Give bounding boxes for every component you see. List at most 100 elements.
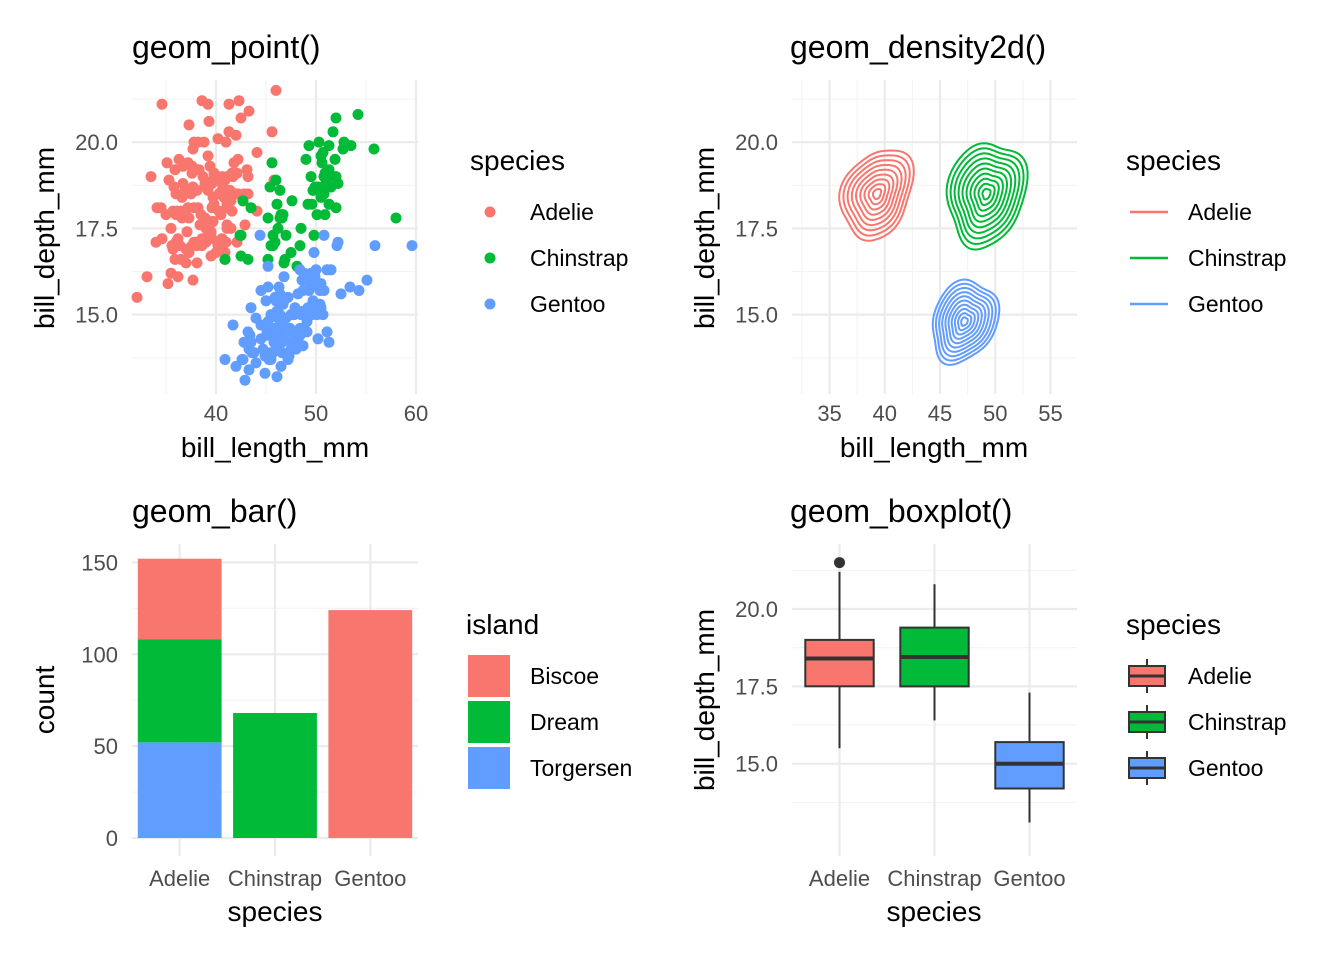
panel-title: geom_density2d()	[790, 29, 1046, 65]
point-adelie	[191, 184, 203, 196]
point-chinstrap	[294, 240, 306, 252]
point-adelie	[242, 171, 254, 183]
x-tick-label: 50	[983, 401, 1007, 426]
legend-title: species	[1126, 609, 1221, 640]
point-gentoo	[250, 312, 262, 324]
point-gentoo	[245, 336, 257, 348]
point-chinstrap	[390, 212, 402, 224]
point-adelie	[203, 115, 215, 127]
point-adelie	[171, 205, 183, 217]
point-adelie	[194, 219, 206, 231]
legend-label: Chinstrap	[530, 245, 628, 271]
point-adelie	[235, 112, 247, 124]
point-adelie	[141, 271, 153, 283]
contour-gentoo	[931, 278, 1001, 366]
y-axis-title: bill_depth_mm	[689, 147, 720, 329]
point-adelie	[202, 98, 214, 110]
legend-key-swatch	[468, 701, 510, 743]
point-chinstrap	[308, 229, 320, 241]
bar-biscoe	[137, 558, 222, 640]
contour-chinstrap	[981, 187, 992, 201]
contour-adelie	[863, 178, 891, 211]
point-adelie	[187, 274, 199, 286]
legend-label: Chinstrap	[1188, 709, 1286, 735]
point-chinstrap	[235, 229, 247, 241]
point-chinstrap	[311, 209, 323, 221]
contour-gentoo	[938, 286, 994, 358]
x-tick-label: 45	[928, 401, 952, 426]
legend-title: species	[470, 145, 565, 176]
point-gentoo	[250, 357, 262, 369]
panel-boxplot: geom_boxplot() Adelie Chinstrap Gentoo 15.0…	[689, 493, 1286, 927]
point-adelie	[266, 126, 278, 138]
point-adelie	[165, 222, 177, 234]
contour-gentoo	[960, 316, 969, 327]
contour-adelie	[867, 183, 887, 206]
panel-point: geom_point() 40 50 60 15.0 17.5 20.0 bill_len…	[29, 29, 628, 463]
x-tick-label: 55	[1038, 401, 1062, 426]
point-gentoo	[227, 319, 239, 331]
legend-label: Gentoo	[530, 291, 605, 317]
legend-key-point	[484, 252, 496, 264]
contour-gentoo	[950, 303, 980, 340]
panel-density: geom_density2d() 35 40 45 50 5515.017.520.0 …	[689, 29, 1286, 463]
point-adelie	[162, 278, 174, 290]
point-chinstrap	[242, 253, 254, 265]
point-chinstrap	[318, 188, 330, 200]
legend: island Biscoe Dream Torgersen	[466, 609, 632, 789]
contour-adelie	[859, 173, 895, 216]
point-gentoo	[219, 354, 231, 365]
point-adelie	[243, 105, 255, 117]
point-adelie	[232, 153, 244, 165]
point-adelie	[223, 98, 235, 110]
point-gentoo	[278, 271, 290, 283]
point-adelie	[181, 226, 193, 238]
point-adelie	[239, 219, 251, 231]
bar-dream	[233, 713, 317, 838]
point-gentoo	[318, 229, 330, 241]
contour-chinstrap	[977, 182, 996, 206]
point-gentoo	[321, 326, 333, 338]
legend-label: Chinstrap	[1188, 245, 1286, 271]
bar-biscoe	[328, 610, 413, 838]
point-chinstrap	[345, 140, 357, 152]
point-adelie	[226, 205, 238, 217]
point-chinstrap	[285, 247, 297, 258]
point-chinstrap	[316, 157, 328, 169]
panel-title: geom_point()	[132, 29, 321, 65]
point-adelie	[176, 191, 188, 203]
point-chinstrap	[280, 229, 292, 241]
y-tick-label: 150	[81, 550, 118, 575]
y-tick-label: 17.5	[735, 216, 778, 241]
point-chinstrap	[329, 153, 341, 165]
legend-title: island	[466, 609, 539, 640]
contour-chinstrap	[945, 142, 1029, 251]
point-chinstrap	[262, 212, 274, 224]
point-gentoo	[237, 354, 249, 365]
point-chinstrap	[352, 109, 364, 120]
x-tick-label: 40	[873, 401, 897, 426]
x-tick-label: Gentoo	[334, 866, 406, 891]
point-gentoo	[318, 285, 330, 296]
point-gentoo	[245, 302, 257, 314]
panel-title: geom_bar()	[132, 493, 297, 529]
point-adelie	[251, 147, 263, 158]
point-gentoo	[280, 312, 292, 324]
bar-torgersen	[137, 742, 222, 838]
contour-chinstrap	[949, 147, 1025, 246]
point-chinstrap	[330, 112, 342, 124]
y-tick-label: 15.0	[75, 303, 118, 328]
point-chinstrap	[237, 195, 249, 207]
point-gentoo	[332, 236, 344, 248]
point-gentoo	[257, 343, 269, 355]
legend: species Adelie Chinstrap Gentoo	[470, 145, 628, 317]
point-adelie	[145, 171, 157, 183]
x-tick-label: Adelie	[809, 866, 870, 891]
point-chinstrap	[277, 209, 289, 221]
scatter-marks	[131, 84, 418, 386]
point-gentoo	[259, 367, 271, 379]
contour-marks	[838, 142, 1029, 366]
contour-chinstrap	[953, 152, 1021, 240]
y-tick-label: 0	[106, 826, 118, 851]
